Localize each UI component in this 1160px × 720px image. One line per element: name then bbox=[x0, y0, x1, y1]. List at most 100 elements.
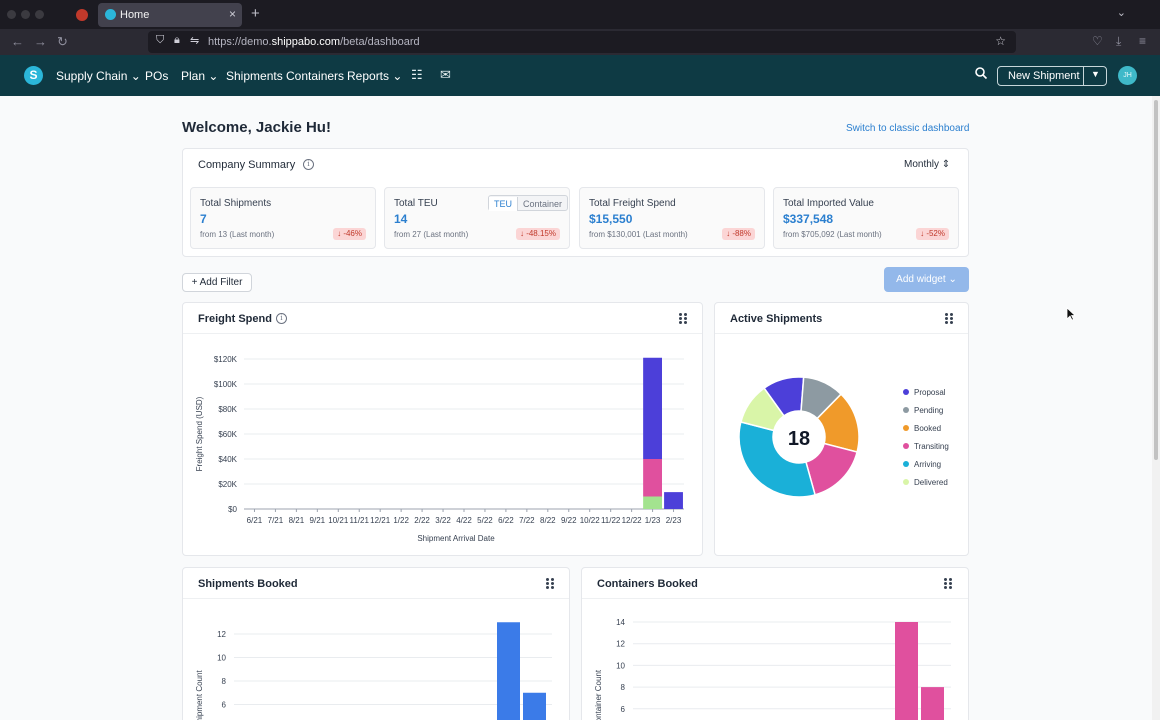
x-tick-label: 1/23 bbox=[645, 516, 661, 525]
drag-handle-icon[interactable] bbox=[944, 578, 954, 590]
stat-comparison: from 13 (Last month) bbox=[200, 230, 275, 239]
nav-shipments[interactable]: Shipments bbox=[226, 69, 283, 83]
containers-booked-chart: 6 8 10 12 14 Container Count bbox=[594, 618, 951, 720]
y-tick-label: $80K bbox=[218, 405, 237, 414]
tab-close-icon[interactable]: × bbox=[228, 7, 236, 21]
freight-spend-card: Freight Spend i bbox=[182, 302, 703, 556]
switch-classic-link[interactable]: Switch to classic dashboard bbox=[846, 123, 970, 134]
card-divider bbox=[183, 333, 702, 334]
y-tick-label: 12 bbox=[217, 630, 226, 639]
chevron-down-icon: ⌄ bbox=[948, 274, 957, 285]
shippabo-logo[interactable]: S bbox=[24, 66, 43, 85]
nav-plan[interactable]: Plan ⌄ bbox=[181, 69, 219, 83]
drag-handle-icon[interactable] bbox=[679, 313, 689, 325]
legend-swatch bbox=[903, 461, 909, 467]
y-tick-label: 12 bbox=[616, 640, 625, 649]
x-tick-label: 12/21 bbox=[370, 516, 391, 525]
new-shipment-button[interactable]: New Shipment ▼ bbox=[997, 66, 1107, 86]
lock-icon[interactable]: 🔒︎ bbox=[174, 34, 180, 46]
browser-tab-home[interactable]: Home × bbox=[98, 3, 242, 27]
nav-containers[interactable]: Containers bbox=[286, 69, 345, 83]
y-tick-label: $120K bbox=[214, 355, 238, 364]
card-divider bbox=[582, 598, 968, 599]
scrollbar-thumb[interactable] bbox=[1154, 100, 1158, 460]
stat-comparison: from $130,001 (Last month) bbox=[589, 230, 688, 239]
x-tick-label: 5/22 bbox=[477, 516, 493, 525]
pocket-icon[interactable]: ♡ bbox=[1092, 34, 1103, 48]
x-tick-label: 11/22 bbox=[601, 516, 621, 525]
y-tick-label: 14 bbox=[616, 618, 625, 627]
legend-swatch bbox=[903, 389, 909, 395]
info-icon[interactable]: i bbox=[303, 159, 314, 170]
legend-label: Proposal bbox=[914, 388, 946, 397]
app-navbar: S Supply Chain ⌄ POs Plan ⌄ Shipments Co… bbox=[0, 55, 1160, 96]
mail-icon[interactable]: ✉ bbox=[440, 67, 451, 82]
drag-handle-icon[interactable] bbox=[546, 578, 556, 590]
x-tick-label: 6/22 bbox=[498, 516, 514, 525]
bar-segment bbox=[643, 357, 662, 459]
stat-value: 7 bbox=[200, 212, 207, 226]
window-zoom-control[interactable] bbox=[35, 10, 44, 19]
card-divider bbox=[715, 333, 968, 334]
tab-list-icon[interactable]: ⌄ bbox=[1116, 7, 1126, 19]
downloads-icon[interactable]: ⤓ bbox=[1116, 34, 1122, 48]
user-avatar[interactable]: JH bbox=[1118, 66, 1137, 85]
bar-segment bbox=[664, 492, 683, 509]
pie-slice bbox=[739, 387, 785, 432]
toggle-container[interactable]: Container bbox=[523, 199, 563, 209]
x-tick-label: 9/21 bbox=[310, 516, 326, 525]
permissions-icon[interactable]: ⇋ bbox=[190, 35, 200, 47]
browser-toolbar: ← → ↻ ⛉ 🔒︎ ⇋ https://demo.shippabo.com/b… bbox=[0, 29, 1160, 55]
active-shipments-title: Active Shipments bbox=[730, 313, 823, 325]
address-bar[interactable]: ⛉ 🔒︎ ⇋ https://demo.shippabo.com/beta/da… bbox=[148, 31, 1016, 53]
window-minimize-control[interactable] bbox=[21, 10, 30, 19]
page-scrollbar[interactable] bbox=[1152, 96, 1160, 720]
list-view-icon[interactable]: ☷ bbox=[411, 67, 423, 82]
period-select[interactable]: Monthly ⇕ bbox=[904, 159, 951, 170]
legend-swatch bbox=[903, 443, 909, 449]
button-divider bbox=[1083, 67, 1084, 85]
stat-label: Total Shipments bbox=[200, 198, 272, 209]
chevron-down-icon: ⌄ bbox=[208, 69, 219, 83]
caret-down-icon[interactable]: ▼ bbox=[1091, 69, 1100, 79]
nav-reports[interactable]: Reports ⌄ bbox=[347, 69, 403, 83]
add-widget-button[interactable]: Add widget ⌄ bbox=[884, 267, 969, 292]
legend-swatch bbox=[903, 479, 909, 485]
x-tick-label: 3/22 bbox=[435, 516, 451, 525]
stat-comparison: from $705,092 (Last month) bbox=[783, 230, 882, 239]
y-tick-label: $60K bbox=[218, 430, 237, 439]
nav-pos[interactable]: POs bbox=[145, 69, 169, 83]
bar-segment bbox=[643, 459, 662, 497]
change-badge: ↓ -88% bbox=[722, 228, 755, 240]
legend-label: Delivered bbox=[914, 478, 948, 487]
drag-handle-icon[interactable] bbox=[945, 313, 955, 325]
x-tick-label: 2/22 bbox=[414, 516, 430, 525]
add-filter-button[interactable]: + Add Filter bbox=[182, 273, 252, 292]
bar bbox=[523, 692, 546, 720]
y-tick-label: 6 bbox=[621, 705, 626, 714]
search-icon[interactable] bbox=[974, 66, 988, 80]
x-tick-label: 11/21 bbox=[350, 516, 370, 525]
y-tick-label: 10 bbox=[616, 661, 625, 670]
change-badge: ↓ -48.15% bbox=[515, 228, 560, 240]
new-shipment-label: New Shipment bbox=[1008, 70, 1080, 82]
toggle-teu[interactable]: TEU bbox=[489, 197, 518, 211]
info-icon[interactable]: i bbox=[276, 313, 287, 324]
new-tab-icon[interactable]: + bbox=[251, 5, 260, 22]
stat-label: Total TEU bbox=[394, 198, 438, 209]
reload-icon[interactable]: ↻ bbox=[57, 34, 68, 49]
x-tick-label: 9/22 bbox=[561, 516, 577, 525]
pinned-tab-icon[interactable] bbox=[76, 9, 88, 21]
shipments-booked-chart: 6 8 10 12 Shipment Count bbox=[195, 622, 552, 720]
y-axis-title: Shipment Count bbox=[195, 670, 204, 720]
nav-supply-chain[interactable]: Supply Chain ⌄ bbox=[56, 69, 141, 83]
back-icon[interactable]: ← bbox=[11, 34, 24, 49]
menu-icon[interactable]: ≡ bbox=[1139, 34, 1147, 48]
x-tick-label: 10/22 bbox=[580, 516, 601, 525]
window-close-control[interactable] bbox=[7, 10, 16, 19]
page-title: Welcome, Jackie Hu! bbox=[182, 119, 331, 136]
x-tick-label: 6/21 bbox=[247, 516, 263, 525]
bookmark-star-icon[interactable]: ☆ bbox=[995, 34, 1006, 48]
shield-icon[interactable]: ⛉ bbox=[156, 34, 165, 46]
forward-icon[interactable]: → bbox=[34, 34, 47, 49]
